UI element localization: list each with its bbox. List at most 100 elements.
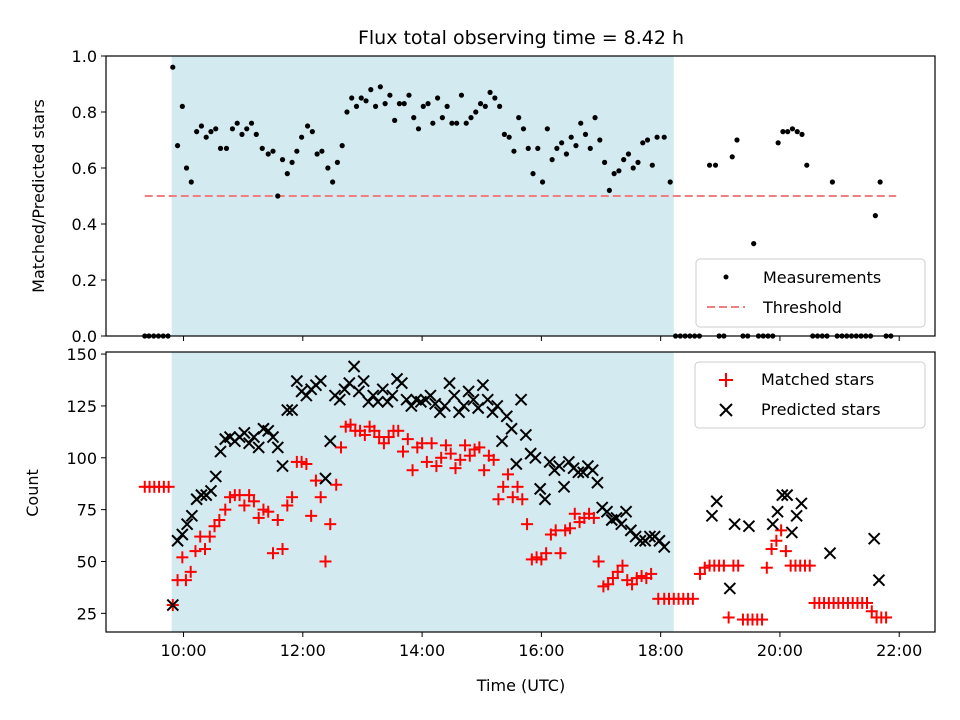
matched-star-point [397, 445, 410, 458]
measurement-point [506, 134, 512, 140]
matched-star-point [276, 543, 289, 556]
predicted-star-point [347, 360, 361, 373]
measurement-point [592, 115, 598, 121]
predicted-star-point [266, 430, 280, 444]
matched-star-point [420, 455, 433, 468]
measurement-point [330, 179, 336, 185]
matched-star-point [473, 441, 486, 454]
measurement-point [406, 92, 412, 98]
matched-star-point [626, 578, 639, 591]
matched-star-point [305, 509, 318, 522]
top-y-axis-label: Matched/Predicted stars [29, 99, 48, 293]
predicted-star-point [505, 422, 518, 435]
predicted-star-point [285, 403, 299, 417]
measurement-point [449, 120, 455, 126]
matched-star-point [439, 439, 452, 452]
predicted-star-point [771, 505, 784, 518]
matched-star-point [203, 530, 216, 543]
matched-star-point [880, 611, 893, 624]
predicted-star-point [204, 484, 218, 498]
matched-star-point [238, 499, 251, 512]
predicted-star-point [242, 437, 256, 450]
top-panel: Flux total observing time = 8.42 h 0.00.… [29, 27, 936, 346]
predicted-star-point [742, 520, 756, 533]
measurement-point [644, 137, 651, 143]
measurement-point [213, 126, 219, 132]
predicted-star-point [371, 395, 385, 408]
predicted-star-point [653, 534, 666, 547]
measurement-point [544, 126, 550, 132]
measurement-point [401, 101, 407, 107]
measurement-point [208, 129, 214, 135]
matched-star-point [861, 596, 874, 609]
predicted-star-point [443, 376, 456, 390]
measurement-point [229, 126, 236, 132]
bottom-shaded-region [171, 352, 674, 632]
measurement-point [554, 145, 560, 151]
legend-threshold-label: Threshold [762, 298, 842, 317]
predicted-star-point [214, 445, 227, 458]
measurement-point [294, 148, 300, 154]
measurement-point [279, 157, 286, 163]
matched-star-point [521, 518, 534, 531]
measurement-point [587, 145, 593, 151]
measurement-point [344, 109, 350, 115]
predicted-star-point [438, 399, 451, 413]
matched-star-point [208, 520, 221, 533]
matched-star-point [592, 555, 605, 568]
measurement-point [170, 64, 176, 70]
measurement-point [198, 123, 205, 129]
matched-star-point [454, 453, 467, 466]
bottom-y-tick-label: 125 [66, 397, 97, 416]
predicted-star-point [457, 399, 471, 413]
matched-star-point [694, 567, 707, 580]
predicted-star-point [872, 573, 886, 587]
measurement-point [439, 115, 445, 121]
predicted-star-point [386, 389, 399, 402]
matched-star-point [334, 441, 347, 454]
measurement-point [473, 109, 479, 115]
measurement-point [239, 131, 245, 137]
measurement-point [616, 168, 622, 174]
matched-star-point [247, 495, 260, 508]
predicted-star-point [643, 530, 657, 543]
measurement-point [270, 148, 276, 154]
predicted-star-point [610, 511, 623, 525]
matched-star-point [377, 437, 390, 450]
measurement-point [780, 129, 786, 135]
measurement-point [729, 154, 735, 160]
measurement-point [253, 131, 259, 137]
predicted-star-point [252, 441, 265, 454]
top-y-tick-label: 1.0 [72, 47, 97, 66]
measurement-point [734, 137, 740, 143]
matched-star-point [179, 574, 192, 587]
measurement-point [649, 162, 655, 168]
measurement-point [188, 179, 194, 185]
predicted-star-point [728, 517, 741, 531]
measurement-point [314, 151, 320, 157]
predicted-star-point [823, 546, 837, 560]
measurement-point [444, 103, 450, 109]
measurement-point [516, 115, 522, 121]
measurement-point [530, 171, 536, 177]
matched-star-point [616, 559, 629, 572]
measurement-point [372, 103, 379, 109]
matched-star-point [184, 565, 197, 578]
predicted-star-point [366, 389, 380, 402]
measurement-point [430, 120, 436, 126]
predicted-star-point [424, 389, 437, 402]
measurement-point [299, 134, 305, 140]
predicted-star-point [785, 526, 799, 539]
predicted-star-point [276, 459, 289, 473]
top-y-tick-label: 0.2 [72, 271, 97, 290]
bottom-x-tick-label: 14:00 [399, 641, 445, 660]
measurement-point [217, 145, 224, 151]
matched-star-point [324, 518, 337, 531]
predicted-star-point [180, 517, 194, 531]
bottom-y-tick-label: 75 [77, 501, 97, 520]
predicted-star-point [562, 455, 576, 469]
measurement-point [339, 143, 345, 149]
top-y-tick-label: 0.0 [72, 327, 97, 346]
predicted-star-point [533, 482, 547, 496]
